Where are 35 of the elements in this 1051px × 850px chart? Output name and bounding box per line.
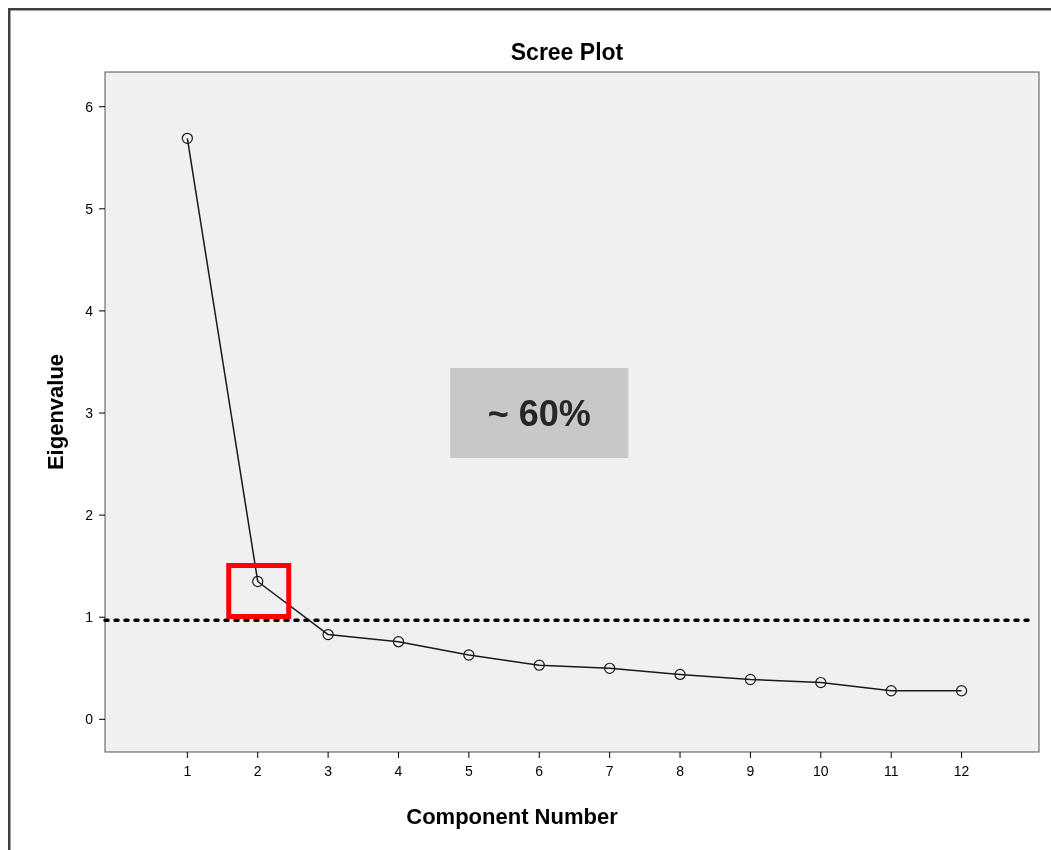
x-tick-label: 3 xyxy=(324,763,333,779)
point xyxy=(322,628,334,641)
x-tick-label: 9 xyxy=(746,763,755,779)
point xyxy=(955,685,968,697)
y-tick-label: 0 xyxy=(85,711,94,728)
x-tick-label: 7 xyxy=(605,763,614,779)
point xyxy=(533,659,545,671)
y-tick-label: 2 xyxy=(85,507,94,524)
point xyxy=(815,676,827,689)
x-tick-label: 2 xyxy=(253,763,262,779)
y-tick-label: 6 xyxy=(85,98,94,115)
point xyxy=(744,673,757,686)
x-tick-label: 12 xyxy=(953,763,970,779)
y-tick-label: 1 xyxy=(85,609,94,626)
annotation: ~ 60% xyxy=(487,392,591,434)
x-tick-label: 6 xyxy=(535,763,544,779)
point xyxy=(181,132,193,144)
y-tick-label: 4 xyxy=(85,302,94,319)
x-tick-label: 5 xyxy=(464,763,473,779)
point xyxy=(885,685,897,697)
point xyxy=(392,636,405,648)
y-tick-label: 5 xyxy=(85,200,94,217)
point xyxy=(252,575,264,588)
point xyxy=(604,662,616,674)
y-tick-label: 3 xyxy=(85,404,94,421)
x-axis-title: Component Number xyxy=(406,804,619,829)
chart-title: Scree Plot xyxy=(510,39,624,65)
x-tick-label: 4 xyxy=(394,763,403,779)
x-tick-label: 8 xyxy=(676,763,685,779)
point xyxy=(674,668,686,681)
x-tick-label: 11 xyxy=(883,763,899,779)
x-tick-label: 10 xyxy=(813,763,829,779)
point xyxy=(463,649,475,661)
x-tick-label: 1 xyxy=(183,763,192,779)
y-axis-title: Eigenvalue xyxy=(43,353,68,471)
